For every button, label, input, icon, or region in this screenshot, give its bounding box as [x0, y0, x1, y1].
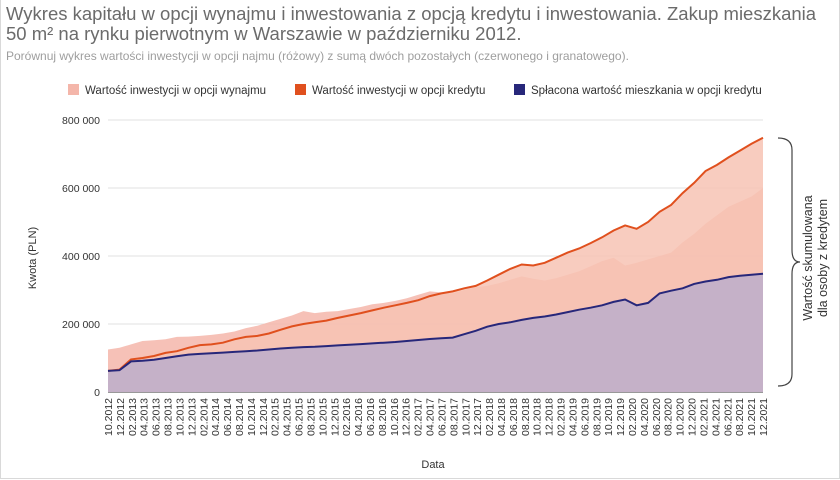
x-tick-label: 10.2017 — [460, 398, 472, 436]
x-tick-label: 12.2016 — [401, 398, 413, 436]
legend-swatch-rent — [68, 84, 79, 95]
y-tick-label: 400 000 — [62, 251, 100, 263]
x-tick-label: 12.2014 — [258, 398, 270, 436]
x-tick-label: 08.2018 — [520, 398, 532, 436]
x-tick-label: 02.2016 — [341, 398, 353, 436]
y-axis-ticks: 0 200 000 400 000 600 000 800 000 — [62, 115, 100, 399]
legend-label-rent: Wartość inwestycji w opcji wynajmu — [85, 85, 266, 97]
x-tick-label: 06.2015 — [294, 398, 306, 436]
x-tick-label: 08.2016 — [377, 398, 389, 436]
x-tick-label: 04.2021 — [710, 398, 722, 436]
x-axis-ticks: 10.2012 12.2012 02.2013 04.2013 06.2013 08.20… — [103, 398, 770, 436]
x-tick-label: 12.2017 — [472, 398, 484, 436]
x-axis-label: Data — [421, 459, 445, 471]
x-tick-label: 08.2019 — [591, 398, 603, 436]
x-tick-label: 02.2017 — [413, 398, 425, 436]
x-tick-label: 08.2017 — [448, 398, 460, 436]
x-tick-label: 02.2013 — [127, 398, 139, 436]
y-tick-label: 200 000 — [62, 319, 100, 331]
x-tick-label: 08.2021 — [734, 398, 746, 436]
x-tick-label: 10.2016 — [389, 398, 401, 436]
x-tick-label: 10.2018 — [532, 398, 544, 436]
x-tick-label: 12.2012 — [115, 398, 127, 436]
annotation-line: Wartość skumulowana — [801, 195, 815, 320]
legend-swatch-credit — [295, 84, 306, 95]
x-tick-label: 02.2018 — [484, 398, 496, 436]
x-tick-label: 04.2015 — [282, 398, 294, 436]
x-tick-label: 10.2019 — [603, 398, 615, 436]
series-areas — [108, 137, 763, 392]
x-tick-label: 06.2020 — [651, 398, 663, 436]
x-tick-label: 06.2014 — [222, 398, 234, 436]
x-tick-label: 02.2021 — [699, 398, 711, 436]
chart-subtitle: Porównuj wykres wartości inwestycji w op… — [6, 49, 629, 63]
y-tick-label: 0 — [94, 387, 100, 399]
cumulative-brace — [777, 137, 801, 387]
cumulative-annotation: Wartość skumulowanadla osoby z kredytem — [801, 195, 830, 320]
x-tick-label: 06.2018 — [508, 398, 520, 436]
x-tick-label: 04.2016 — [353, 398, 365, 436]
y-tick-label: 800 000 — [62, 115, 100, 127]
x-tick-label: 04.2017 — [425, 398, 437, 436]
area-repaid — [108, 273, 763, 392]
x-tick-label: 02.2014 — [198, 398, 210, 436]
x-tick-label: 08.2014 — [234, 398, 246, 436]
line-repaid — [107, 272, 764, 372]
x-tick-label: 10.2015 — [317, 398, 329, 436]
legend: Wartość inwestycji w opcji wynajmu Warto… — [68, 84, 762, 97]
x-tick-label: 04.2019 — [568, 398, 580, 436]
x-tick-label: 08.2015 — [306, 398, 318, 436]
x-tick-label: 12.2019 — [615, 398, 627, 436]
x-tick-label: 06.2019 — [579, 398, 591, 436]
x-tick-label: 12.2021 — [758, 398, 770, 436]
x-tick-label: 02.2020 — [627, 398, 639, 436]
x-tick-label: 12.2020 — [687, 398, 699, 436]
area-credit — [108, 137, 763, 371]
x-tick-label: 06.2013 — [151, 398, 163, 436]
x-tick-label: 04.2018 — [496, 398, 508, 436]
y-tick-label: 600 000 — [62, 183, 100, 195]
x-tick-label: 12.2013 — [186, 398, 198, 436]
legend-label-repaid: Spłacona wartość mieszkania w opcji kred… — [531, 85, 762, 97]
x-tick-label: 04.2020 — [639, 398, 651, 436]
chart-title: Wykres kapitału w opcji wynajmu i inwest… — [6, 3, 817, 44]
x-tick-label: 04.2014 — [210, 398, 222, 436]
annotation-line: dla osoby z kredytem — [816, 199, 830, 317]
x-tick-label: 04.2013 — [139, 398, 151, 436]
legend-swatch-repaid — [514, 84, 525, 95]
x-tick-label: 02.2015 — [270, 398, 282, 436]
series-lines — [107, 136, 764, 372]
x-tick-label: 10.2014 — [246, 398, 258, 436]
x-tick-label: 08.2013 — [163, 398, 175, 436]
x-tick-label: 12.2018 — [544, 398, 556, 436]
x-tick-label: 06.2016 — [365, 398, 377, 436]
x-tick-label: 10.2020 — [675, 398, 687, 436]
line-credit — [107, 136, 764, 372]
x-tick-label: 08.2020 — [663, 398, 675, 436]
legend-label-credit: Wartość inwestycji w opcji kredytu — [312, 85, 485, 97]
x-tick-label: 06.2021 — [722, 398, 734, 436]
x-tick-label: 10.2021 — [746, 398, 758, 436]
x-tick-label: 06.2017 — [437, 398, 449, 436]
x-tick-label: 10.2013 — [175, 398, 187, 436]
y-axis-label: Kwota (PLN) — [27, 227, 39, 289]
x-tick-label: 12.2015 — [329, 398, 341, 436]
x-tick-label: 10.2012 — [103, 398, 115, 436]
x-tick-label: 02.2019 — [556, 398, 568, 436]
